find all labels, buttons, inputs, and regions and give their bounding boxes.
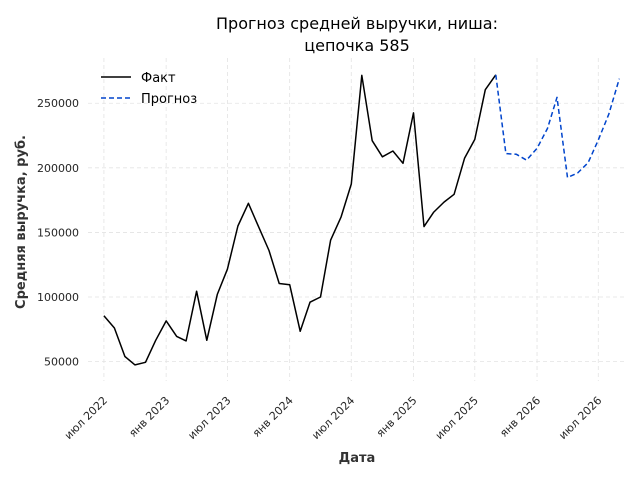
chart-title-line-1: Прогноз средней выручки, ниша:	[216, 14, 498, 33]
legend-label-fact: Факт	[141, 71, 176, 86]
grid-layer	[88, 58, 624, 381]
series-layer	[103, 74, 621, 366]
x-tick-label: янв 2024	[250, 394, 296, 440]
x-tick-labels: июл 2022 янв 2023 июл 2023 янв 2024 июл 2024…	[62, 394, 604, 442]
x-tick-label: июл 2023	[185, 394, 233, 442]
x-tick-label: янв 2026	[497, 394, 543, 440]
x-tick-label: янв 2025	[374, 394, 420, 440]
x-tick-label: июл 2024	[309, 394, 357, 442]
x-tick-label: июл 2026	[556, 394, 604, 442]
legend-label-forecast: Прогноз	[141, 92, 197, 107]
chart-title-line-2: цепочка 585	[304, 36, 410, 55]
series-line-forecast	[495, 74, 621, 179]
x-axis-label: Дата	[339, 451, 376, 466]
y-tick-labels: 50000 100000 150000 200000 250000	[37, 97, 79, 368]
y-tick-label: 200000	[37, 162, 79, 175]
y-tick-label: 150000	[37, 226, 79, 239]
legend: Факт Прогноз	[101, 71, 197, 107]
y-tick-label: 250000	[37, 97, 79, 110]
series-line-fact	[103, 74, 497, 366]
y-tick-label: 100000	[37, 291, 79, 304]
x-tick-label: янв 2023	[126, 394, 172, 440]
y-axis-label: Средняя выручка, руб.	[14, 135, 29, 309]
y-tick-label: 50000	[44, 356, 79, 369]
x-tick-label: июл 2022	[62, 394, 110, 442]
x-tick-label: июл 2025	[433, 394, 481, 442]
